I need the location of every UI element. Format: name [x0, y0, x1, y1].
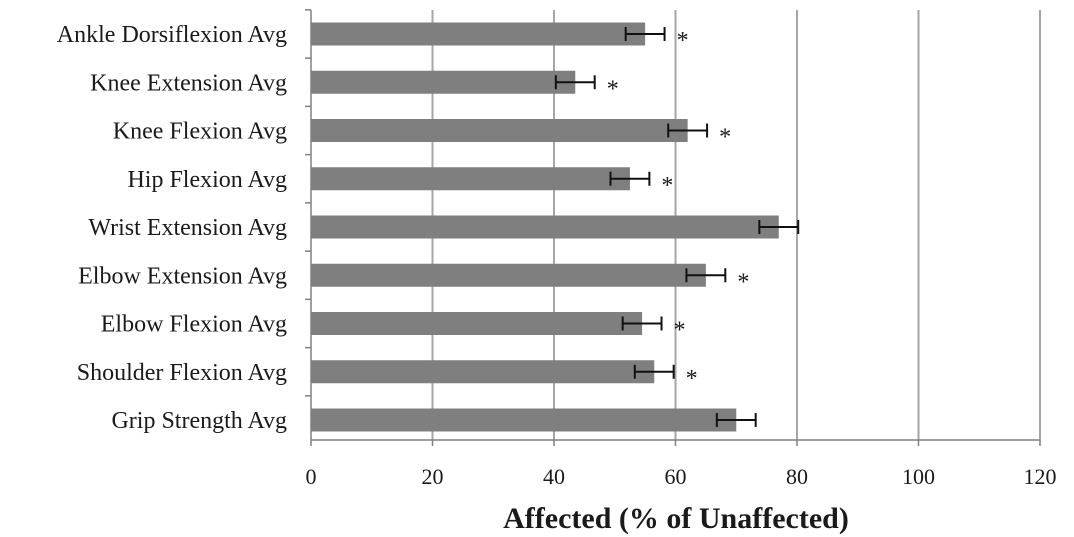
bar: [311, 70, 576, 94]
significance-star: *: [677, 28, 689, 54]
category-label: Ankle Dorsiflexion Avg: [57, 22, 287, 48]
bar: [311, 119, 688, 142]
x-tick-label: 0: [306, 464, 317, 489]
significance-star: *: [674, 318, 686, 344]
significance-star: *: [737, 269, 749, 295]
bar: [311, 263, 706, 287]
significance-star: *: [686, 366, 698, 392]
x-tick-label: 80: [786, 464, 808, 489]
category-label: Knee Extension Avg: [90, 70, 287, 96]
category-label: Wrist Extension Avg: [88, 215, 287, 241]
category-labels: Ankle Dorsiflexion Avg Knee Extension Avg…: [57, 22, 287, 434]
significance-star: *: [661, 173, 673, 199]
category-label: Elbow Extension Avg: [78, 263, 287, 289]
bar: [311, 167, 630, 191]
error-bars: [554, 27, 800, 427]
x-tick-label: 60: [665, 464, 687, 489]
x-axis: 0 20 40 60 80 100 120: [305, 9, 1057, 489]
bar: [311, 408, 737, 432]
significance-star: *: [719, 125, 731, 151]
bar: [311, 22, 646, 46]
x-axis-title: Affected (% of Unaffected): [503, 502, 849, 535]
significance-star: *: [607, 76, 619, 102]
x-tick-label: 100: [902, 464, 935, 489]
category-label: Knee Flexion Avg: [113, 119, 287, 145]
category-label: Hip Flexion Avg: [127, 167, 287, 193]
bar: [311, 215, 779, 239]
category-label: Shoulder Flexion Avg: [77, 360, 287, 386]
x-tick-label: 20: [422, 464, 444, 489]
bar: [311, 312, 643, 335]
category-label: Grip Strength Avg: [111, 408, 287, 434]
x-tick-label: 120: [1024, 464, 1057, 489]
significance-markers: *******: [607, 28, 750, 392]
category-label: Elbow Flexion Avg: [101, 312, 287, 338]
bars: [311, 22, 779, 432]
x-tick-label: 40: [543, 464, 565, 489]
bar: [311, 360, 655, 384]
